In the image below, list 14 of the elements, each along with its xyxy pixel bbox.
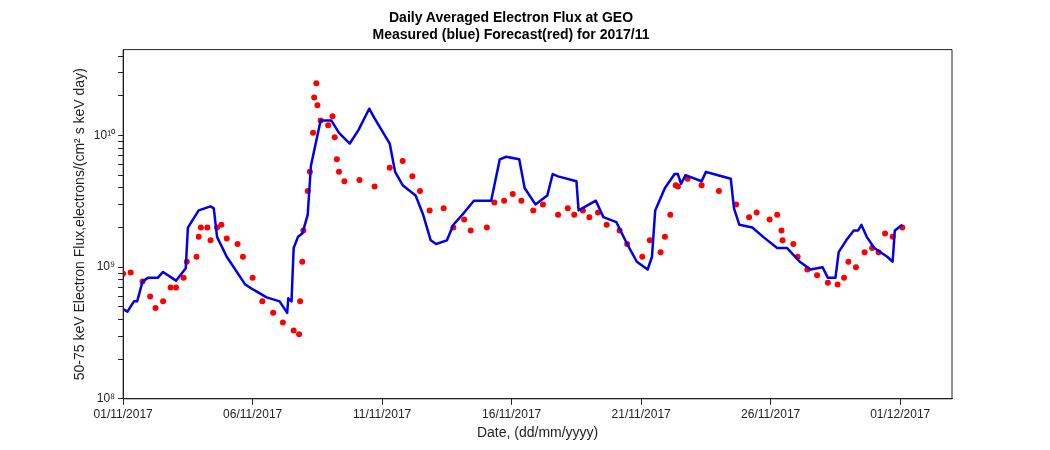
chart-title: Daily Averaged Electron Flux at GEO — [388, 9, 634, 26]
y-tick-label: 10⁸ — [96, 391, 116, 406]
y-tick-label: 10¹⁰ — [93, 127, 116, 142]
x-axis-title: Date, (dd/mm/yyyy) — [476, 424, 599, 441]
x-tick-label: 21/11/2017 — [611, 407, 672, 422]
x-tick-label: 01/12/2017 — [870, 407, 931, 422]
y-axis-title: 50-75 keV Electron Flux,electrons/(cm² s keV day) — [71, 68, 88, 381]
y-tick-label: 10⁹ — [96, 259, 116, 274]
chart-subtitle: Measured (blue) Forecast(red) for 2017/11 — [372, 26, 650, 43]
x-tick-label: 26/11/2017 — [741, 407, 801, 422]
x-tick-label: 01/11/2017 — [93, 407, 154, 422]
x-tick-label: 11/11/2017 — [353, 407, 412, 422]
x-tick-label: 16/11/2017 — [482, 407, 542, 422]
x-tick-label: 06/11/2017 — [223, 407, 283, 422]
